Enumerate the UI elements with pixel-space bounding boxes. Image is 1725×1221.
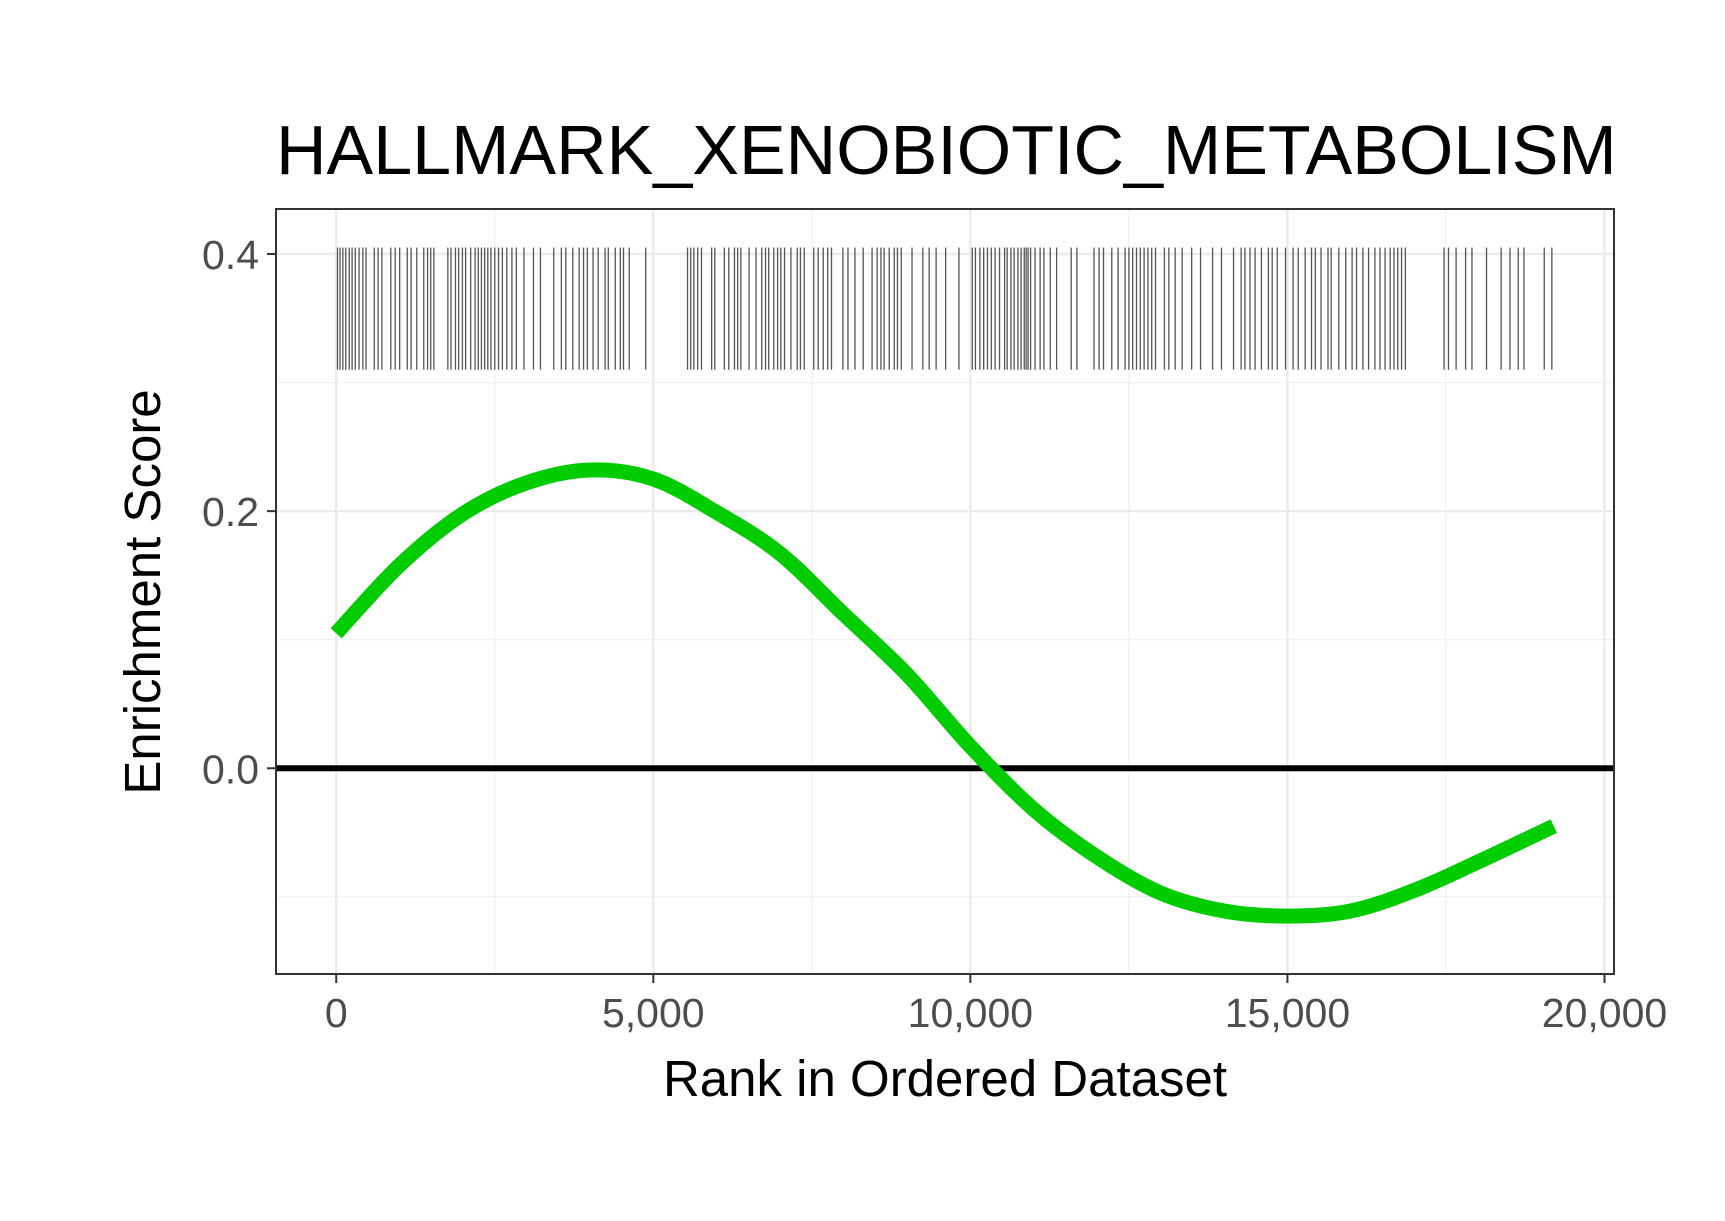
chart-title: HALLMARK_XENOBIOTIC_METABOLISM bbox=[276, 111, 1617, 189]
x-tick-label: 5,000 bbox=[602, 990, 705, 1036]
axes: 0 5,000 10,000 15,000 20,000 0.0 0.2 0.4 bbox=[202, 232, 1667, 1036]
panel-border bbox=[275, 208, 1615, 975]
y-tick-label: 0.2 bbox=[202, 489, 259, 535]
y-tick-label: 0.0 bbox=[202, 746, 259, 792]
x-axis-title: Rank in Ordered Dataset bbox=[663, 1050, 1227, 1107]
y-axis-title: Enrichment Score bbox=[114, 389, 171, 794]
curve-group bbox=[330, 462, 1558, 924]
y-tick-label: 0.4 bbox=[202, 232, 259, 278]
hit-ticks bbox=[336, 247, 1553, 370]
x-tick-label: 10,000 bbox=[908, 990, 1033, 1036]
x-tick-label: 20,000 bbox=[1542, 990, 1667, 1036]
x-tick-label: 15,000 bbox=[1225, 990, 1350, 1036]
x-tick-label: 0 bbox=[325, 990, 348, 1036]
enrichment-curve bbox=[330, 462, 1558, 924]
